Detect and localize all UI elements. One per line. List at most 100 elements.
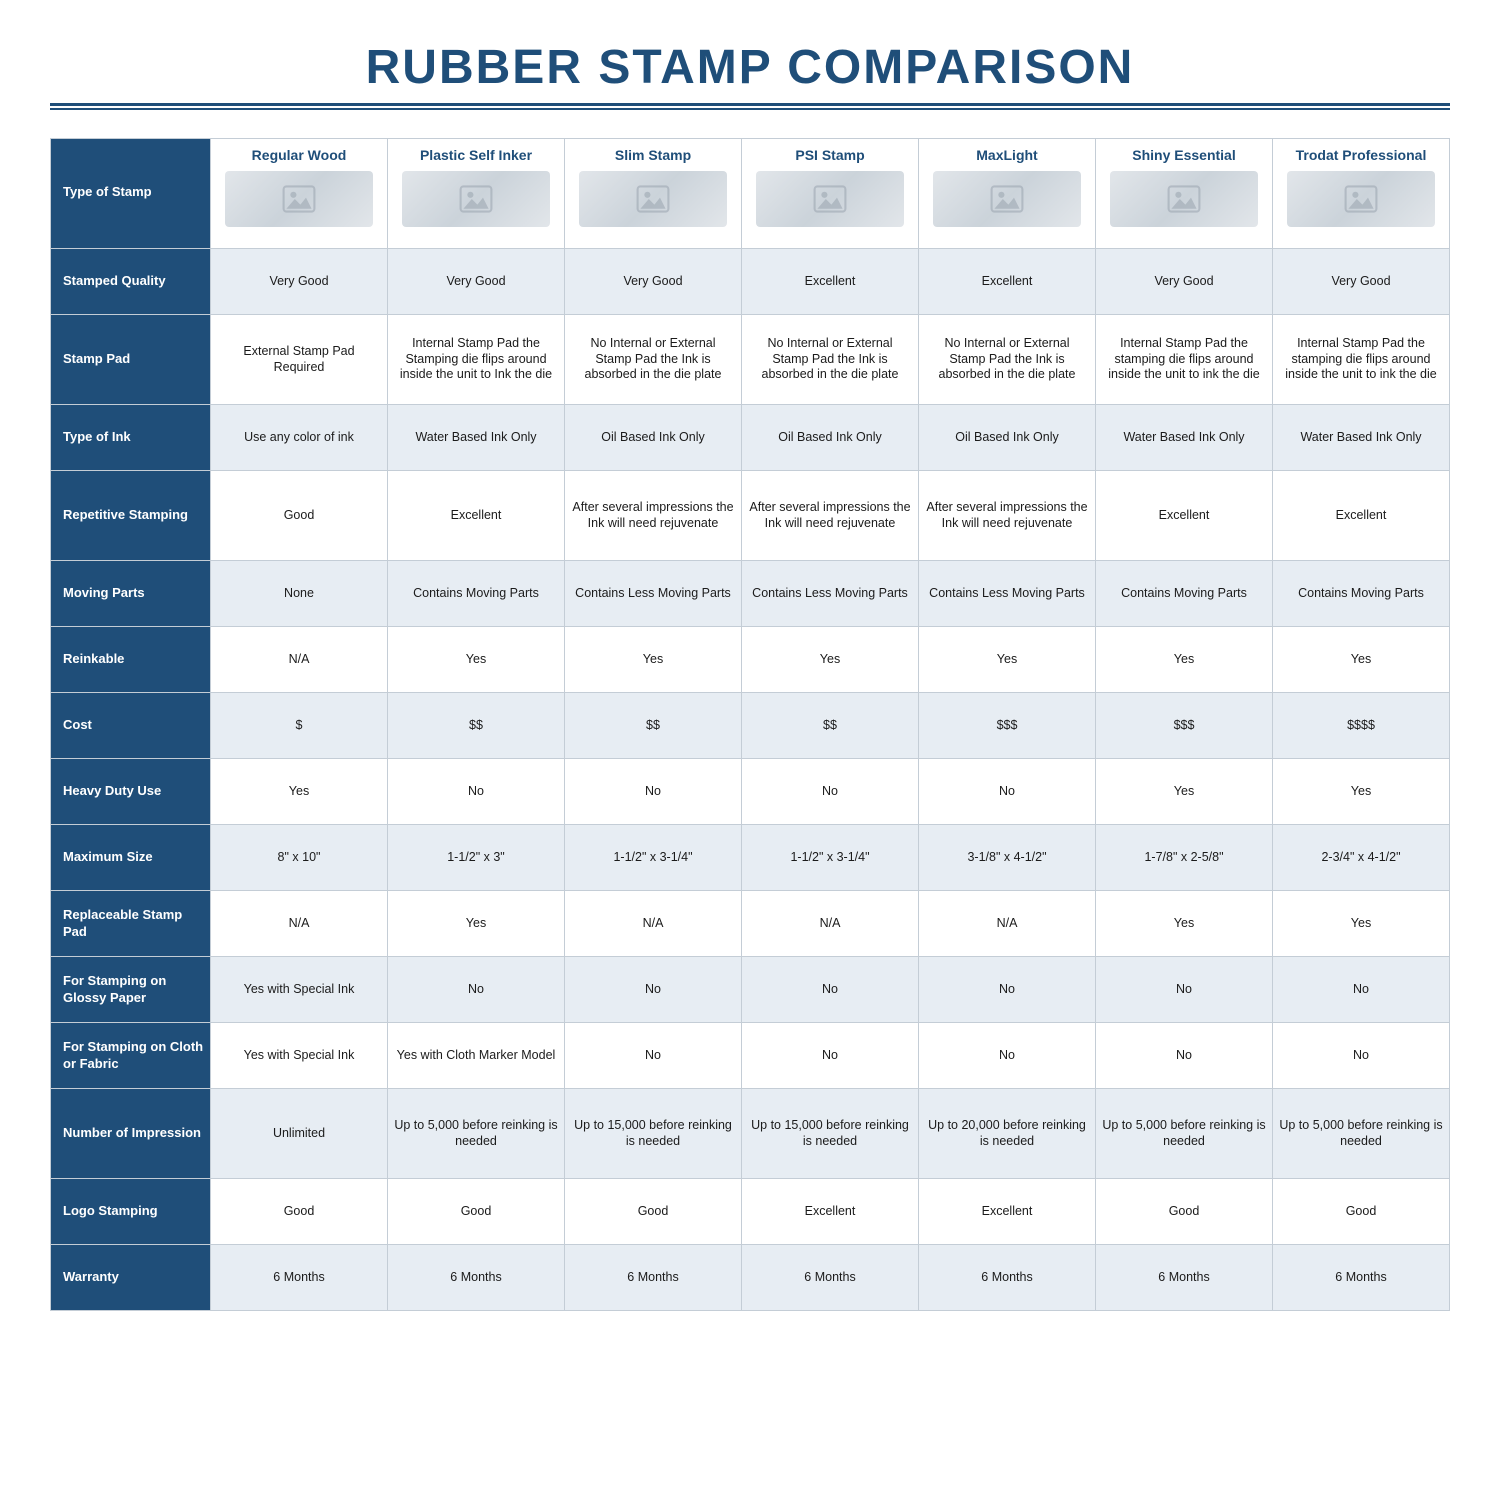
table-cell: 8" x 10" (211, 825, 388, 891)
table-cell: Good (1273, 1179, 1450, 1245)
table-row: Heavy Duty UseYesNoNoNoNoYesYes (51, 759, 1450, 825)
table-cell: None (211, 561, 388, 627)
table-cell: 6 Months (1096, 1245, 1273, 1311)
table-cell: $$$ (1096, 693, 1273, 759)
table-cell: Yes (565, 627, 742, 693)
row-header: Reinkable (51, 627, 211, 693)
column-header: Plastic Self Inker (388, 139, 565, 249)
table-cell: Good (211, 1179, 388, 1245)
row-header: Stamped Quality (51, 249, 211, 315)
table-cell: No (565, 759, 742, 825)
table-cell: Excellent (1096, 471, 1273, 561)
column-header: Shiny Essential (1096, 139, 1273, 249)
table-cell: No (1096, 957, 1273, 1023)
table-cell: Excellent (388, 471, 565, 561)
table-row: Type of InkUse any color of inkWater Bas… (51, 405, 1450, 471)
table-cell: No (565, 957, 742, 1023)
table-cell: Contains Moving Parts (1273, 561, 1450, 627)
table-row: Moving PartsNoneContains Moving PartsCon… (51, 561, 1450, 627)
table-cell: 6 Months (211, 1245, 388, 1311)
table-row: Maximum Size8" x 10"1-1/2" x 3"1-1/2" x … (51, 825, 1450, 891)
column-header-label: Trodat Professional (1279, 147, 1443, 165)
table-cell: 6 Months (565, 1245, 742, 1311)
table-cell: Internal Stamp Pad the Stamping die flip… (388, 315, 565, 405)
title-rule-2 (50, 108, 1450, 110)
column-header-label: Slim Stamp (571, 147, 735, 165)
table-cell: Contains Moving Parts (388, 561, 565, 627)
table-cell: Internal Stamp Pad the stamping die flip… (1096, 315, 1273, 405)
table-cell: Good (565, 1179, 742, 1245)
row-header: Logo Stamping (51, 1179, 211, 1245)
table-cell: 1-7/8" x 2-5/8" (1096, 825, 1273, 891)
table-cell: Yes with Cloth Marker Model (388, 1023, 565, 1089)
table-cell: 2-3/4" x 4-1/2" (1273, 825, 1450, 891)
table-cell: $$ (742, 693, 919, 759)
table-row: For Stamping on Cloth or FabricYes with … (51, 1023, 1450, 1089)
table-cell: Excellent (1273, 471, 1450, 561)
title-block: RUBBER STAMP COMPARISON (50, 40, 1450, 110)
table-cell: Excellent (742, 1179, 919, 1245)
table-cell: Very Good (1096, 249, 1273, 315)
table-cell: Good (211, 471, 388, 561)
table-cell: $$ (565, 693, 742, 759)
table-row: Number of ImpressionUnlimitedUp to 5,000… (51, 1089, 1450, 1179)
row-header: Maximum Size (51, 825, 211, 891)
table-row: For Stamping on Glossy PaperYes with Spe… (51, 957, 1450, 1023)
row-header: Cost (51, 693, 211, 759)
table-cell: Yes (388, 891, 565, 957)
table-cell: Excellent (742, 249, 919, 315)
table-row: Repetitive StampingGoodExcellentAfter se… (51, 471, 1450, 561)
table-cell: Contains Moving Parts (1096, 561, 1273, 627)
table-cell: N/A (211, 627, 388, 693)
table-cell: Yes (1273, 759, 1450, 825)
column-header-label: MaxLight (925, 147, 1089, 165)
table-cell: No (742, 1023, 919, 1089)
column-header: MaxLight (919, 139, 1096, 249)
table-cell: Very Good (565, 249, 742, 315)
table-cell: 1-1/2" x 3-1/4" (742, 825, 919, 891)
table-body: Stamped QualityVery GoodVery GoodVery Go… (51, 249, 1450, 1311)
table-cell: No (919, 759, 1096, 825)
header-blank-cell: Type of Stamp (51, 139, 211, 249)
table-cell: 6 Months (388, 1245, 565, 1311)
stamp-image-placeholder (1287, 171, 1435, 227)
column-header-label: PSI Stamp (748, 147, 912, 165)
table-cell: No (565, 1023, 742, 1089)
table-cell: Yes with Special Ink (211, 1023, 388, 1089)
table-cell: Excellent (919, 1179, 1096, 1245)
table-row: Warranty6 Months6 Months6 Months6 Months… (51, 1245, 1450, 1311)
table-cell: 6 Months (1273, 1245, 1450, 1311)
stamp-image-placeholder (402, 171, 550, 227)
table-cell: Water Based Ink Only (1273, 405, 1450, 471)
table-row: Logo StampingGoodGoodGoodExcellentExcell… (51, 1179, 1450, 1245)
table-cell: Water Based Ink Only (388, 405, 565, 471)
table-cell: Internal Stamp Pad the stamping die flip… (1273, 315, 1450, 405)
table-row: ReinkableN/AYesYesYesYesYesYes (51, 627, 1450, 693)
row-header: Type of Ink (51, 405, 211, 471)
table-cell: Up to 5,000 before reinking is needed (1273, 1089, 1450, 1179)
table-cell: $ (211, 693, 388, 759)
column-header: PSI Stamp (742, 139, 919, 249)
table-cell: 6 Months (919, 1245, 1096, 1311)
stamp-image-placeholder (756, 171, 904, 227)
table-cell: Yes (1096, 891, 1273, 957)
table-cell: After several impressions the Ink will n… (919, 471, 1096, 561)
table-cell: 6 Months (742, 1245, 919, 1311)
column-header-label: Plastic Self Inker (394, 147, 558, 165)
table-cell: Oil Based Ink Only (742, 405, 919, 471)
column-header: Slim Stamp (565, 139, 742, 249)
table-cell: 1-1/2" x 3" (388, 825, 565, 891)
table-cell: Very Good (211, 249, 388, 315)
table-cell: Yes (388, 627, 565, 693)
table-cell: 3-1/8" x 4-1/2" (919, 825, 1096, 891)
table-cell: No Internal or External Stamp Pad the In… (919, 315, 1096, 405)
table-cell: 1-1/2" x 3-1/4" (565, 825, 742, 891)
table-cell: Use any color of ink (211, 405, 388, 471)
table-cell: No (388, 759, 565, 825)
column-header: Trodat Professional (1273, 139, 1450, 249)
table-cell: $$$$ (1273, 693, 1450, 759)
row-header: Number of Impression (51, 1089, 211, 1179)
table-cell: No Internal or External Stamp Pad the In… (742, 315, 919, 405)
table-cell: Up to 5,000 before reinking is needed (1096, 1089, 1273, 1179)
table-cell: $$$ (919, 693, 1096, 759)
